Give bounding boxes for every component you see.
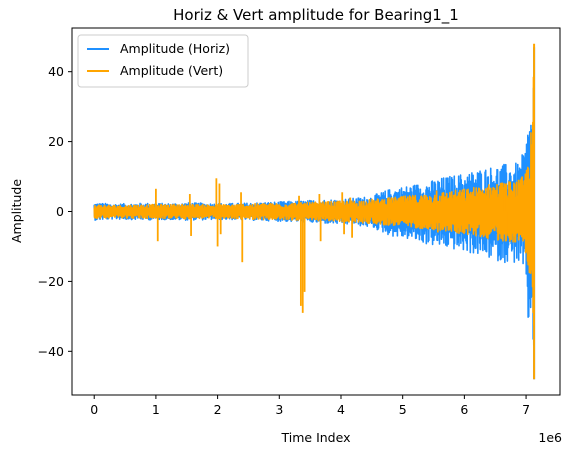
- x-tick-label: 4: [337, 402, 345, 417]
- x-tick-label: 5: [399, 402, 407, 417]
- x-tick-label: 1: [152, 402, 160, 417]
- x-axis-offset-label: 1e6: [538, 430, 562, 445]
- series-vert: [93, 43, 536, 380]
- y-axis: −40 −20 0 20 40: [38, 64, 72, 359]
- x-tick-label: 2: [214, 402, 222, 417]
- legend-label-horiz: Amplitude (Horiz): [120, 41, 230, 56]
- plot-data-area: [93, 43, 536, 380]
- y-tick-label: −40: [38, 344, 64, 359]
- y-axis-label: Amplitude: [9, 179, 24, 243]
- legend: Amplitude (Horiz) Amplitude (Vert): [77, 34, 249, 88]
- y-tick-label: 20: [48, 134, 64, 149]
- x-tick-label: 3: [275, 402, 283, 417]
- y-tick-label: 0: [56, 204, 64, 219]
- x-axis: 0 1 2 3 4 5 6 7: [90, 395, 530, 417]
- x-tick-label: 7: [522, 402, 530, 417]
- x-tick-label: 0: [90, 402, 98, 417]
- legend-label-vert: Amplitude (Vert): [120, 63, 223, 78]
- x-axis-label: Time Index: [281, 430, 351, 445]
- chart-title: Horiz & Vert amplitude for Bearing1_1: [173, 6, 459, 25]
- y-tick-label: 40: [48, 64, 64, 79]
- x-tick-label: 6: [460, 402, 468, 417]
- series-line-vert: [93, 76, 535, 326]
- y-tick-label: −20: [38, 274, 64, 289]
- legend-box: [77, 34, 249, 88]
